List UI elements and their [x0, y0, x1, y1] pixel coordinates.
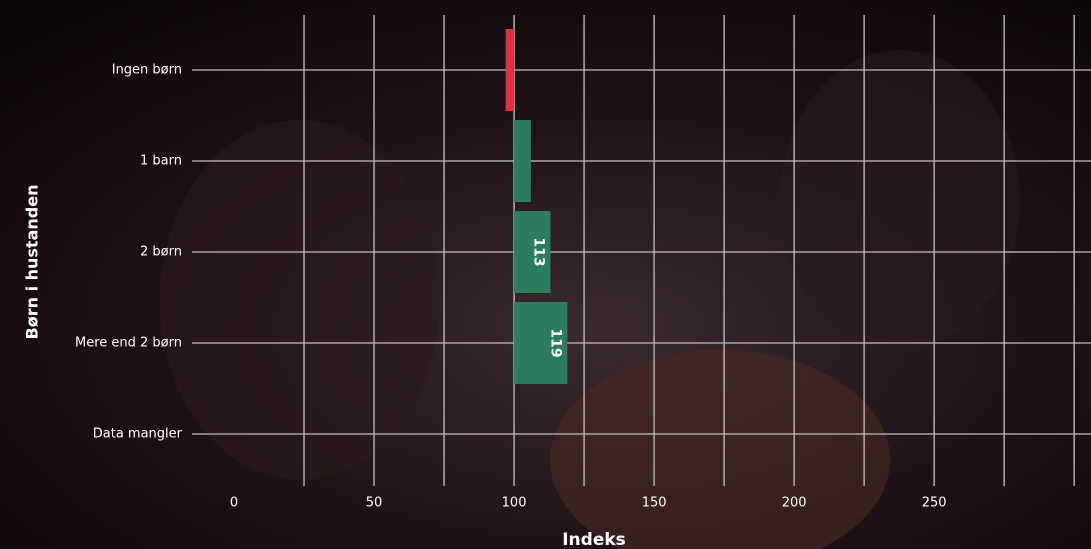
x-tick-label: 0: [230, 496, 238, 511]
data-label: 113: [530, 237, 546, 266]
bar: [514, 211, 551, 293]
photo-shape: [780, 50, 1020, 350]
photo-shape: [160, 120, 440, 480]
x-tick-label: 200: [782, 496, 807, 511]
photo-shape: [550, 350, 890, 549]
y-tick-label: Data mangler: [93, 427, 183, 442]
x-axis-title: Indeks: [562, 530, 626, 549]
bar: [514, 120, 531, 202]
y-tick-label: 2 børn: [140, 245, 182, 260]
y-axis-title: Børn i hustanden: [23, 185, 42, 340]
x-tick-label: 50: [366, 496, 383, 511]
y-tick-label: Mere end 2 børn: [75, 336, 182, 351]
y-tick-label: 1 barn: [140, 154, 182, 169]
bar: [514, 302, 568, 384]
x-tick-label: 100: [502, 496, 527, 511]
x-tick-label: 150: [642, 496, 667, 511]
data-label: 119: [547, 328, 563, 357]
bar: [505, 29, 515, 111]
y-tick-label: Ingen børn: [112, 63, 182, 78]
x-tick-label: 250: [922, 496, 947, 511]
